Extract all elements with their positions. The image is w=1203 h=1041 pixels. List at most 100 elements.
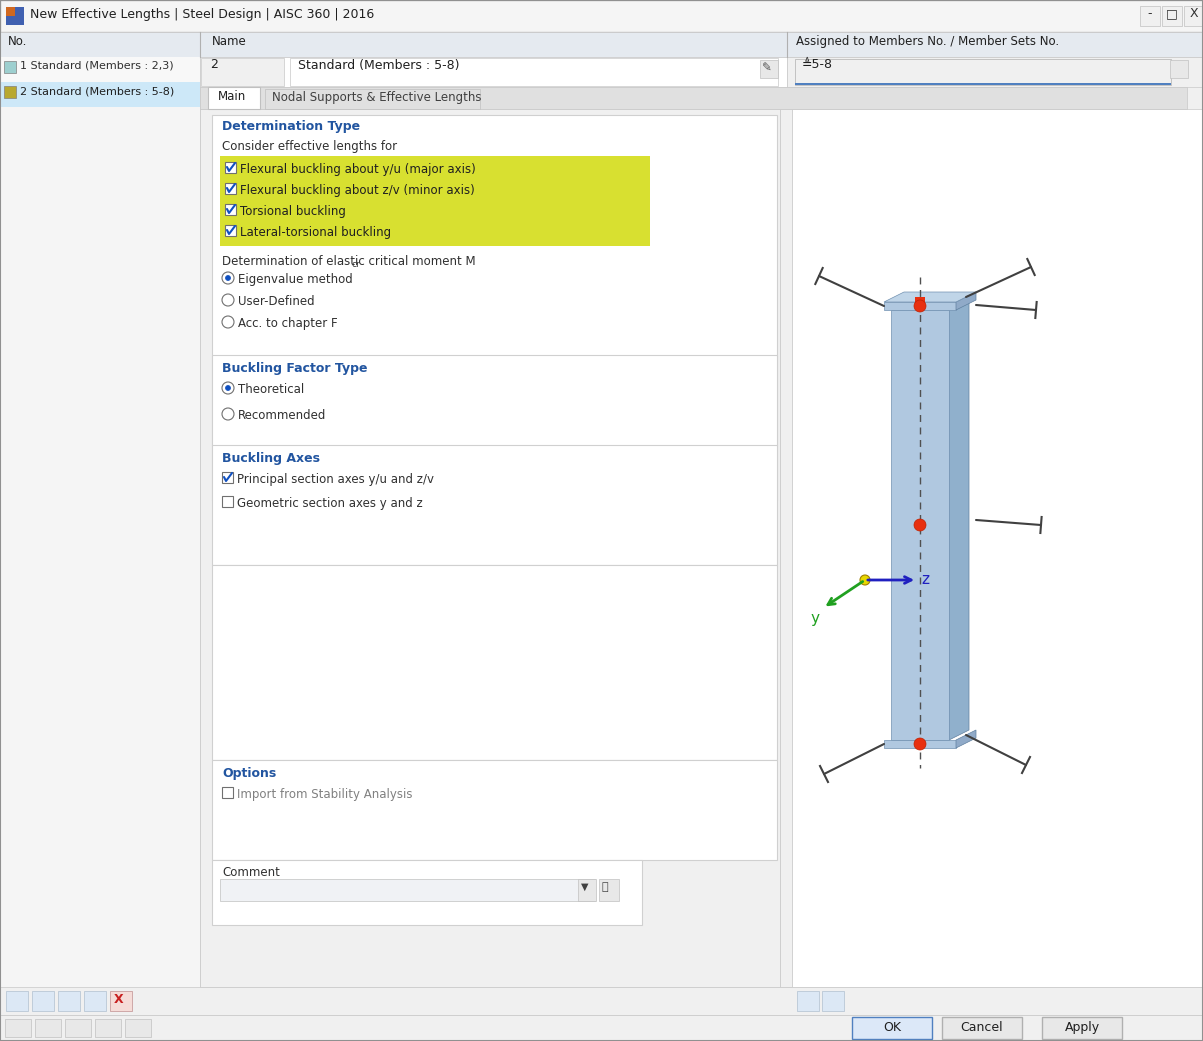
Bar	[0, 57, 200, 1007]
Bar	[84, 991, 106, 1011]
Text: Flexural buckling about z/v (minor axis): Flexural buckling about z/v (minor axis)	[241, 184, 475, 197]
Circle shape	[225, 276, 231, 280]
Bar	[290, 58, 778, 86]
Circle shape	[860, 575, 870, 585]
Bar	[792, 109, 1203, 987]
Text: ▼: ▼	[581, 882, 588, 892]
Polygon shape	[956, 291, 976, 310]
Bar	[32, 991, 54, 1011]
Bar	[577, 879, 595, 902]
Bar	[0, 32, 1203, 57]
Circle shape	[914, 738, 926, 750]
Bar	[223, 787, 233, 798]
Bar	[822, 991, 845, 1011]
Text: Flexural buckling about y/u (major axis): Flexural buckling about y/u (major axis)	[241, 163, 475, 176]
Text: ✎: ✎	[761, 61, 772, 74]
Text: Comment: Comment	[223, 866, 280, 879]
Text: cr: cr	[352, 260, 361, 269]
Text: -: -	[1148, 7, 1152, 20]
Bar	[109, 991, 132, 1011]
Bar	[212, 115, 777, 445]
Bar	[798, 991, 819, 1011]
Bar	[795, 83, 1171, 85]
Text: Eigenvalue method: Eigenvalue method	[238, 273, 352, 286]
Text: ⎘: ⎘	[602, 882, 609, 892]
Text: 1 Standard (Members : 2,3): 1 Standard (Members : 2,3)	[20, 61, 173, 71]
Text: Principal section axes y/u and z/v: Principal section axes y/u and z/v	[237, 473, 434, 486]
Bar	[58, 991, 81, 1011]
Polygon shape	[956, 730, 976, 748]
Text: User-Defined: User-Defined	[238, 295, 315, 308]
Circle shape	[223, 382, 235, 393]
Text: X: X	[114, 993, 124, 1006]
Bar	[212, 565, 777, 760]
Bar	[942, 1017, 1023, 1039]
Bar	[891, 310, 949, 740]
Bar	[1042, 1017, 1122, 1039]
Bar	[212, 355, 777, 500]
Bar	[225, 183, 236, 194]
Text: Standard (Members : 5-8): Standard (Members : 5-8)	[298, 58, 460, 72]
Text: Determination Type: Determination Type	[223, 120, 360, 133]
Text: Geometric section axes y and z: Geometric section axes y and z	[237, 497, 422, 510]
Bar	[212, 445, 777, 565]
Text: OK: OK	[883, 1021, 901, 1034]
Text: New Effective Lengths | Steel Design | AISC 360 | 2016: New Effective Lengths | Steel Design | A…	[30, 8, 374, 21]
Text: Recommended: Recommended	[238, 409, 326, 422]
Bar	[760, 60, 778, 78]
Bar	[852, 1017, 932, 1039]
Text: Theoretical: Theoretical	[238, 383, 304, 396]
Text: Cancel: Cancel	[961, 1021, 1003, 1034]
Text: Torsional buckling: Torsional buckling	[241, 205, 346, 218]
Text: y: y	[811, 610, 819, 626]
Bar	[4, 61, 16, 73]
Text: □: □	[1166, 7, 1178, 20]
Bar	[225, 162, 236, 173]
Text: Buckling Factor Type: Buckling Factor Type	[223, 362, 367, 375]
Text: ≜5-8: ≜5-8	[802, 58, 832, 72]
Bar	[5, 1019, 31, 1037]
Bar	[884, 740, 956, 748]
Bar	[6, 991, 28, 1011]
Text: Options: Options	[223, 767, 277, 780]
Bar	[884, 302, 956, 310]
Bar	[212, 860, 642, 925]
Bar	[14, 16, 24, 25]
Text: Acc. to chapter F: Acc. to chapter F	[238, 318, 338, 330]
Circle shape	[225, 385, 231, 390]
Bar	[599, 879, 620, 902]
Circle shape	[914, 519, 926, 531]
Text: Lateral-torsional buckling: Lateral-torsional buckling	[241, 226, 391, 239]
Circle shape	[223, 272, 235, 284]
Bar	[95, 1019, 122, 1037]
Bar	[1184, 6, 1203, 26]
Bar	[0, 987, 1203, 1015]
Bar	[208, 87, 260, 109]
Bar	[212, 760, 777, 860]
Circle shape	[914, 300, 926, 312]
Bar	[220, 156, 650, 246]
Bar	[780, 109, 792, 987]
Bar	[1171, 60, 1189, 78]
Text: Import from Stability Analysis: Import from Stability Analysis	[237, 788, 413, 801]
Bar	[4, 86, 16, 98]
Bar	[1162, 6, 1183, 26]
Bar	[225, 225, 236, 236]
Bar	[223, 472, 233, 483]
Bar	[6, 7, 24, 25]
Circle shape	[223, 408, 235, 420]
Polygon shape	[884, 291, 976, 302]
Bar	[35, 1019, 61, 1037]
Text: Consider effective lengths for: Consider effective lengths for	[223, 139, 397, 153]
Circle shape	[223, 316, 235, 328]
Bar	[787, 57, 1203, 87]
Bar	[0, 1015, 1203, 1041]
Bar	[0, 57, 200, 87]
Bar	[0, 57, 200, 82]
Bar	[795, 59, 1171, 85]
Bar	[265, 88, 480, 109]
Bar	[200, 109, 780, 987]
Polygon shape	[949, 300, 968, 740]
Bar	[225, 204, 236, 215]
Text: Name: Name	[212, 35, 247, 48]
